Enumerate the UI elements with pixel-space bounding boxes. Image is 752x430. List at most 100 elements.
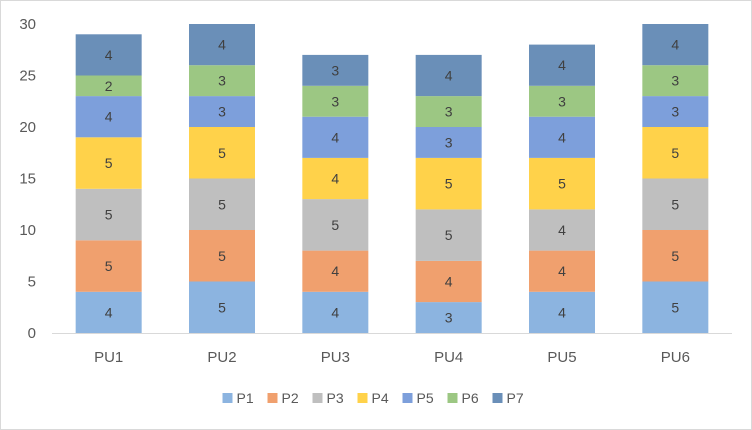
bar-p4-pu6	[642, 127, 709, 179]
data-label: 5	[218, 196, 226, 212]
bar-p6-pu1	[75, 75, 142, 97]
data-label: 4	[331, 263, 339, 279]
bar-p5-pu6	[642, 96, 709, 127]
data-label: 4	[445, 274, 453, 290]
bar-p5-pu3	[302, 116, 369, 158]
data-label: 5	[218, 248, 226, 264]
data-label: 4	[218, 37, 226, 53]
y-tick-label: 15	[19, 171, 36, 188]
data-label: 4	[558, 263, 566, 279]
bar-p5-pu2	[189, 96, 255, 127]
y-tick-label: 25	[19, 68, 36, 85]
data-label: 3	[671, 104, 679, 120]
y-tick-label: 20	[19, 119, 36, 136]
bar-p6-pu3	[302, 85, 369, 117]
bar-p7-pu6	[642, 24, 709, 66]
bar-p5-pu4	[415, 127, 482, 158]
bar-p4-pu3	[302, 157, 369, 200]
bar-p3-pu3	[302, 199, 369, 251]
bar-p7-pu3	[302, 54, 369, 86]
bar-p2-pu4	[415, 260, 482, 303]
data-label: 4	[105, 47, 113, 63]
data-label: 4	[558, 57, 566, 73]
legend-swatch-p4	[357, 393, 368, 403]
legend-label-p6: P6	[462, 390, 479, 406]
data-label: 4	[558, 222, 566, 238]
data-label: 5	[671, 299, 679, 315]
bar-p1-pu5	[529, 291, 595, 333]
x-tick-label: PU3	[321, 349, 350, 366]
legend: P1 P2 P3 P4 P5 P6 P7	[222, 390, 524, 406]
data-label: 4	[331, 171, 339, 187]
y-tick-label: 0	[28, 325, 36, 342]
bar-p1-pu2	[189, 281, 255, 333]
data-label: 3	[445, 104, 453, 120]
bar-p3-pu1	[75, 188, 142, 241]
bar-p1-pu4	[415, 302, 482, 333]
bar-p5-pu5	[529, 116, 595, 158]
data-label: 3	[218, 73, 226, 89]
y-tick-label: 30	[19, 16, 36, 33]
bar-p3-pu6	[642, 178, 709, 230]
x-tick-label: PU1	[94, 349, 123, 366]
bar-p6-pu6	[642, 65, 709, 97]
bar-p7-pu5	[529, 44, 595, 86]
legend-swatch-p2	[267, 393, 278, 403]
data-label: 5	[105, 207, 113, 223]
bar-p4-pu5	[529, 157, 595, 210]
bar-p2-pu5	[529, 250, 595, 292]
data-label: 5	[671, 145, 679, 161]
legend-swatch-p6	[447, 393, 458, 403]
x-tick-label: PU4	[434, 349, 463, 366]
bar-p7-pu4	[415, 54, 482, 97]
bar-p6-pu4	[415, 96, 482, 127]
bar-p5-pu1	[75, 96, 142, 138]
bar-p2-pu1	[75, 240, 142, 292]
data-label: 5	[218, 145, 226, 161]
bar-p3-pu5	[529, 209, 595, 251]
bar-p2-pu2	[189, 230, 255, 282]
bar-p2-pu6	[642, 230, 709, 282]
data-label: 5	[105, 155, 113, 171]
data-label: 3	[331, 93, 339, 109]
data-label: 4	[331, 304, 339, 320]
data-label: 4	[105, 304, 113, 320]
bar-p3-pu4	[415, 209, 482, 261]
x-tick-label: PU5	[547, 349, 576, 366]
data-label: 5	[671, 196, 679, 212]
data-label: 3	[218, 104, 226, 120]
data-label: 5	[218, 299, 226, 315]
x-tick-label: PU6	[661, 349, 690, 366]
data-label: 4	[105, 109, 113, 125]
data-label: 3	[558, 93, 566, 109]
data-label: 3	[671, 73, 679, 89]
x-tick-label: PU2	[207, 349, 236, 366]
bar-segments: 4 5 5 5 4 2 4 5 5 5 5 3 3 4 4 4 5 4 4 3 3 3 4 5 5 3 3 4 4 4 4 5 4 3 4 5 5 5 5 3…	[75, 24, 709, 333]
y-axis-ticks: 0 5 10 15 20 25 30	[19, 16, 36, 342]
legend-swatch-p3	[312, 393, 323, 403]
legend-label-p7: P7	[507, 390, 524, 406]
legend-swatch-p5	[402, 393, 413, 403]
data-label: 5	[331, 217, 339, 233]
data-label: 4	[558, 304, 566, 320]
bar-p4-pu4	[415, 157, 482, 210]
data-label: 2	[105, 78, 113, 94]
data-label: 3	[445, 310, 453, 326]
legend-label-p1: P1	[237, 390, 254, 406]
bar-p3-pu2	[189, 178, 255, 230]
data-label: 5	[105, 258, 113, 274]
data-label: 4	[558, 129, 566, 145]
legend-swatch-p7	[492, 393, 503, 403]
bar-p1-pu1	[75, 291, 142, 333]
y-tick-label: 10	[19, 222, 36, 239]
data-label: 5	[445, 227, 453, 243]
legend-label-p3: P3	[327, 390, 344, 406]
legend-swatch-p1	[222, 393, 233, 403]
data-label: 5	[671, 248, 679, 264]
legend-label-p2: P2	[282, 390, 299, 406]
bar-p4-pu2	[189, 127, 255, 179]
data-label: 4	[671, 37, 679, 53]
bar-p1-pu6	[642, 281, 709, 333]
legend-label-p4: P4	[372, 390, 389, 406]
